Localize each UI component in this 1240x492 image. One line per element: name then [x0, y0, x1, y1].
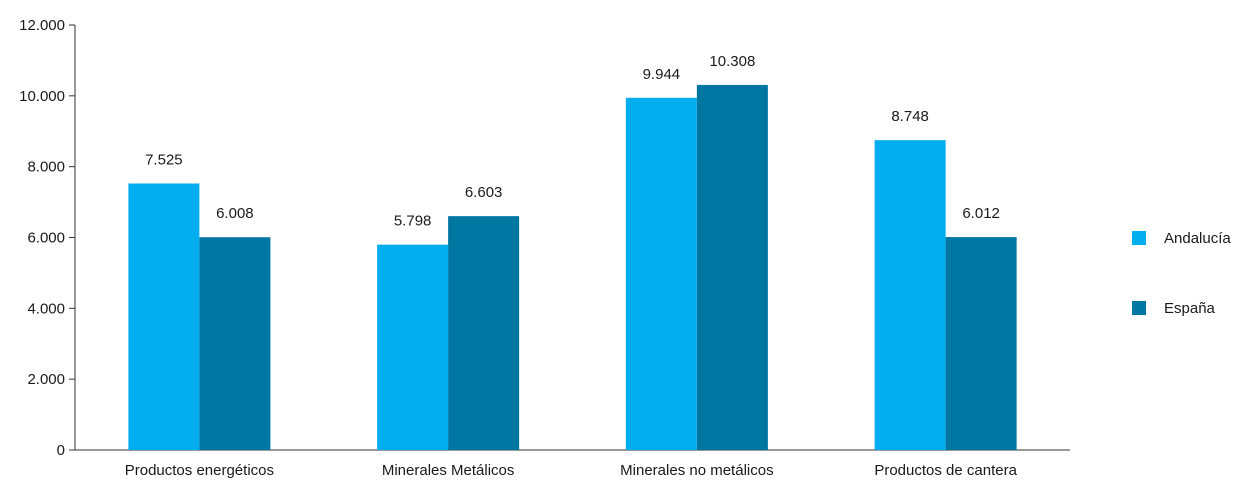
legend-swatch	[1132, 301, 1146, 315]
x-category-label: Minerales no metálicos	[620, 462, 773, 479]
x-category-label: Productos de cantera	[874, 462, 1017, 479]
bar-andalucia	[377, 244, 449, 450]
y-tick-label: 4.000	[27, 300, 65, 317]
data-label: 6.008	[216, 205, 254, 222]
bar-espana	[696, 84, 768, 451]
data-label: 6.603	[465, 184, 503, 201]
x-category-label: Minerales Metálicos	[382, 462, 515, 479]
y-tick-label: 0	[57, 442, 65, 459]
bar-espana	[448, 216, 520, 450]
data-label: 5.798	[394, 213, 432, 230]
bar-andalucia	[625, 97, 697, 451]
legend-label: Andalucía	[1164, 230, 1231, 247]
data-label: 7.525	[145, 151, 183, 168]
y-tick-label: 12.000	[19, 17, 65, 34]
data-label: 9.944	[643, 66, 681, 83]
bar-espana	[945, 237, 1017, 450]
data-label: 10.308	[709, 53, 755, 70]
y-tick-label: 6.000	[27, 230, 65, 247]
y-tick-label: 8.000	[27, 159, 65, 176]
y-tick-label: 2.000	[27, 371, 65, 388]
bar-andalucia	[874, 140, 946, 451]
legend-label: España	[1164, 300, 1216, 317]
data-label: 8.748	[891, 108, 929, 125]
y-axis-ticks: 0 2.000 4.000 6.000 8.000 10.000 12.000	[19, 17, 75, 459]
bar-andalucia	[128, 183, 200, 451]
data-label: 6.012	[962, 205, 1000, 222]
bars-group	[128, 84, 1017, 451]
y-tick-label: 10.000	[19, 88, 65, 105]
x-category-label: Productos energéticos	[125, 462, 274, 479]
legend: Andalucía España	[1132, 230, 1231, 317]
legend-swatch	[1132, 231, 1146, 245]
x-axis-labels: Productos energéticos Minerales Metálicos…	[125, 462, 1018, 479]
data-labels-group: 7.525 6.008 5.798 6.603 9.944 10.308 8.748 6.01…	[145, 53, 1000, 230]
bar-espana	[199, 237, 271, 450]
